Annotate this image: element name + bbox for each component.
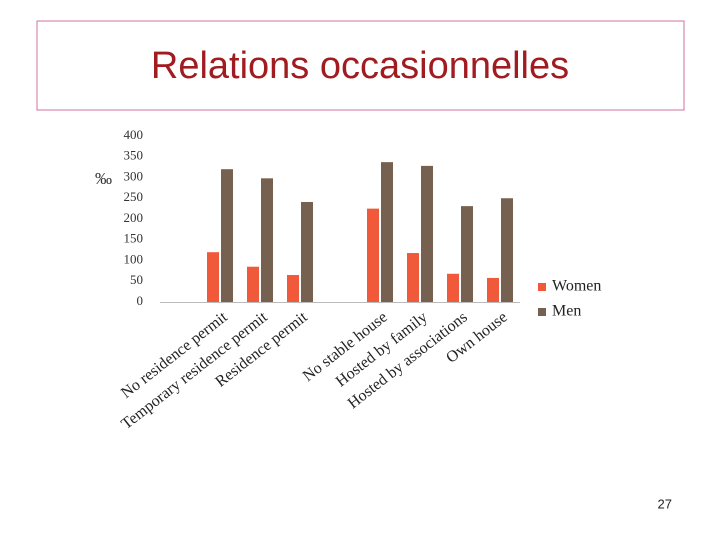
y-tick-label: 350 — [124, 148, 144, 163]
bar — [421, 165, 433, 302]
legend-swatch — [538, 308, 546, 316]
bar — [407, 253, 419, 302]
legend-label: Women — [552, 278, 601, 295]
y-tick-label: 100 — [124, 251, 144, 266]
bar — [247, 266, 259, 302]
y-axis-label: ‰ — [95, 169, 112, 188]
bar — [381, 162, 393, 302]
bar — [367, 208, 379, 302]
bar — [221, 169, 233, 302]
bar — [301, 201, 313, 302]
bar — [447, 273, 459, 302]
bar — [207, 252, 219, 302]
y-tick-label: 0 — [137, 293, 144, 308]
bar — [487, 277, 499, 302]
bar — [461, 206, 473, 302]
y-tick-label: 50 — [130, 272, 143, 287]
legend-label: Men — [552, 303, 581, 320]
y-tick-label: 250 — [124, 189, 144, 204]
bar — [501, 198, 513, 302]
y-tick-label: 400 — [124, 127, 144, 142]
title-box — [36, 20, 685, 111]
y-tick-label: 200 — [124, 210, 144, 225]
bar — [287, 275, 299, 302]
page-number: 27 — [658, 496, 672, 511]
legend-swatch — [538, 283, 546, 291]
y-tick-label: 300 — [124, 168, 144, 183]
bar — [261, 178, 273, 302]
y-tick-label: 150 — [124, 231, 144, 246]
slide-title: Relations occasionnelles — [151, 45, 569, 87]
